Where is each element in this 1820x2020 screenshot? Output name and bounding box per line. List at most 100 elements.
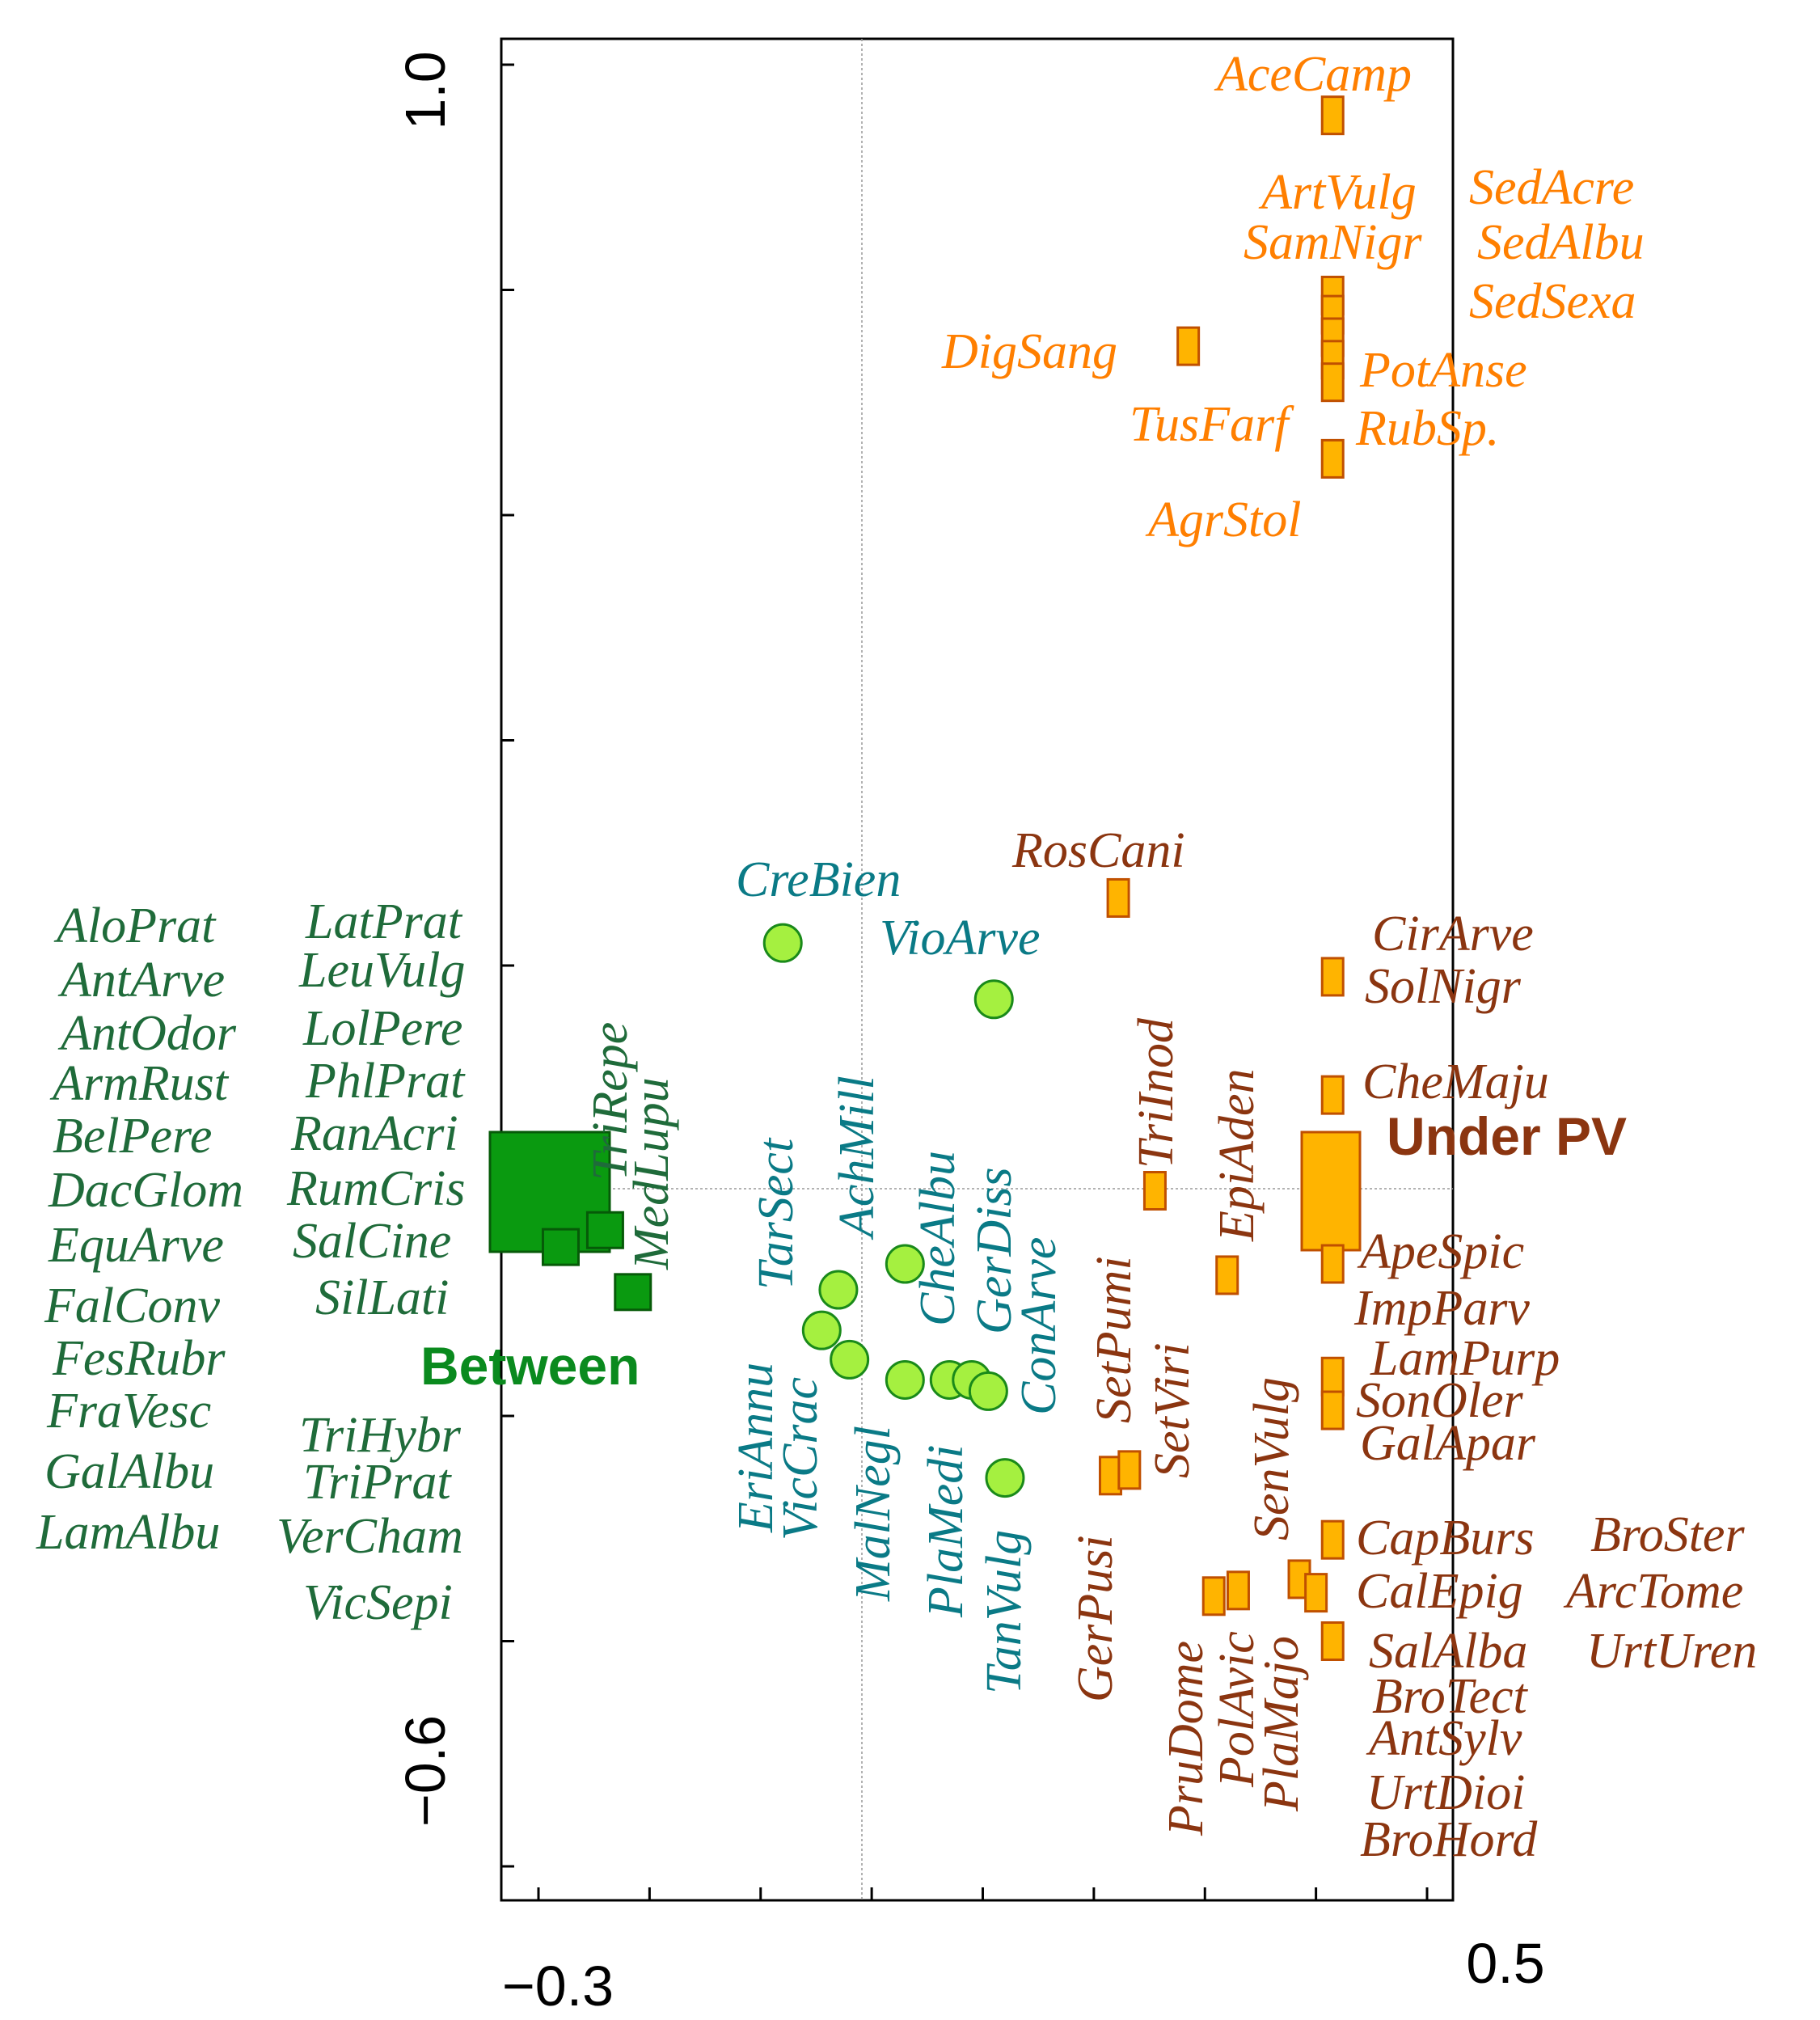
x-tick-label-right: 0.5 <box>1466 1932 1544 1995</box>
species-label: PhlPrat <box>305 1054 466 1109</box>
species-label-vertical: PlaMedi <box>918 1445 973 1619</box>
species-label-vertical: EriAnnu <box>728 1363 783 1533</box>
species-label: AntOdor <box>57 1006 237 1061</box>
species-label-vertical: TriInod <box>1129 1017 1184 1168</box>
species-point-circle <box>885 1244 925 1284</box>
species-point-square <box>1320 438 1345 479</box>
species-label: LamAlbu <box>36 1505 220 1560</box>
species-label: GalApar <box>1360 1416 1536 1471</box>
species-label: GalAlbu <box>44 1444 214 1499</box>
species-label-vertical: AchMill <box>830 1076 885 1240</box>
x-tick-label-left: −0.3 <box>502 1954 614 2018</box>
species-point-square <box>1320 1519 1345 1560</box>
species-point-square <box>585 1211 624 1249</box>
species-label-vertical: GerPusi <box>1068 1535 1123 1702</box>
species-point-square <box>1320 1356 1345 1397</box>
species-label: SedSexa <box>1469 274 1636 329</box>
brown-species-labels: RosCani CirArve SolNigr CheMaju ApeSpic … <box>1011 823 1757 1867</box>
species-point-square <box>1098 1456 1122 1496</box>
species-point-square <box>614 1273 652 1312</box>
green-species-labels: AloPrat AntArve AntOdor ArmRust BelPere … <box>36 894 679 1630</box>
species-point-square <box>1226 1570 1250 1611</box>
species-label-vertical: TanVulg <box>977 1530 1032 1694</box>
species-point-square <box>1320 1621 1345 1661</box>
species-label-vertical: PolAvic <box>1210 1631 1265 1788</box>
species-point-square <box>1106 877 1130 918</box>
species-label: FraVesc <box>46 1384 211 1439</box>
species-label: AntSylv <box>1366 1711 1522 1766</box>
species-label: VerCham <box>277 1509 463 1564</box>
species-point-circle <box>830 1339 870 1380</box>
species-label: ApeSpic <box>1357 1224 1524 1279</box>
species-label-vertical: VicCrac <box>773 1377 828 1540</box>
species-point-square <box>1215 1255 1239 1295</box>
species-label-vertical: PruDome <box>1159 1641 1214 1836</box>
species-label: ArcTome <box>1563 1564 1743 1619</box>
species-label-vertical: SetViri <box>1145 1342 1200 1478</box>
species-label: TriHybr <box>299 1408 462 1463</box>
species-label: SedAcre <box>1469 160 1634 215</box>
species-label: FalConv <box>44 1278 220 1333</box>
species-label: PotAnse <box>1359 343 1527 398</box>
species-label: SalCine <box>293 1214 451 1269</box>
species-point-square <box>1142 1171 1167 1211</box>
species-label-vertical: SenVulg <box>1244 1377 1299 1540</box>
y-tick-label-top: 1.0 <box>394 51 457 129</box>
species-point-circle <box>885 1359 925 1400</box>
y-tick-label-bottom: −0.6 <box>394 1715 457 1827</box>
species-label-vertical: TriRepe <box>583 1022 638 1181</box>
species-label: BroSter <box>1590 1507 1745 1562</box>
species-label-vertical: MalNegl <box>846 1426 901 1602</box>
species-point-circle <box>818 1270 859 1310</box>
species-label: CreBien <box>736 852 901 907</box>
species-label: ArtVulg <box>1258 165 1417 220</box>
species-label: SolNigr <box>1365 959 1522 1014</box>
species-label: RumCris <box>286 1161 465 1216</box>
species-label: SalAlba <box>1369 1624 1527 1679</box>
species-point-square <box>1320 957 1345 997</box>
species-label: EquArve <box>48 1218 224 1273</box>
species-point-circle <box>762 923 803 963</box>
species-label: UrtUren <box>1586 1624 1757 1679</box>
species-label: SedAlbu <box>1477 215 1645 270</box>
species-point-square <box>1201 1576 1226 1616</box>
species-label: DacGlom <box>48 1163 243 1218</box>
species-label: RubSp. <box>1355 401 1499 456</box>
data-marks <box>541 95 1345 1661</box>
species-label: AloPrat <box>53 898 217 953</box>
species-label: TusFarf <box>1130 397 1294 452</box>
species-label: BelPere <box>53 1109 212 1164</box>
species-label-vertical: TarSect <box>749 1137 804 1290</box>
species-label-vertical: EpiAden <box>1210 1069 1265 1243</box>
species-label: RosCani <box>1011 823 1185 878</box>
species-label-vertical: PlaMajo <box>1254 1636 1309 1812</box>
species-label: AceCamp <box>1214 47 1412 102</box>
species-label: LeuVulg <box>298 943 466 998</box>
teal-species-labels: CreBien VioArve TarSect AchMill CheAlbu … <box>728 852 1066 1694</box>
species-label: VicSepi <box>303 1575 453 1630</box>
species-label: UrtDioi <box>1366 1765 1525 1820</box>
species-point-square <box>1320 95 1345 136</box>
plot-frame <box>500 37 1455 1902</box>
species-label: AgrStol <box>1145 492 1301 547</box>
species-label-vertical: CheAlbu <box>910 1151 965 1326</box>
species-label: SamNigr <box>1244 215 1422 270</box>
species-point-circle <box>968 1371 1008 1411</box>
species-label: DigSang <box>941 324 1117 379</box>
species-label: VioArve <box>880 911 1041 966</box>
species-label: LamPurp <box>1370 1331 1560 1386</box>
species-label: TriPrat <box>303 1455 452 1510</box>
species-point-square <box>1320 1244 1345 1284</box>
species-label: CapBurs <box>1356 1511 1534 1566</box>
under-pv-centroid <box>1300 1130 1362 1252</box>
species-label-vertical: ConArve <box>1011 1237 1066 1415</box>
species-label: SilLati <box>315 1270 449 1325</box>
species-label: FesRubr <box>52 1331 226 1386</box>
group-label-between: Between <box>420 1336 640 1396</box>
species-point-square <box>1176 326 1201 366</box>
species-label: SonOler <box>1356 1373 1524 1428</box>
species-label: BroHord <box>1360 1812 1538 1867</box>
species-point-square <box>1320 1390 1345 1430</box>
species-point-circle <box>973 979 1014 1020</box>
